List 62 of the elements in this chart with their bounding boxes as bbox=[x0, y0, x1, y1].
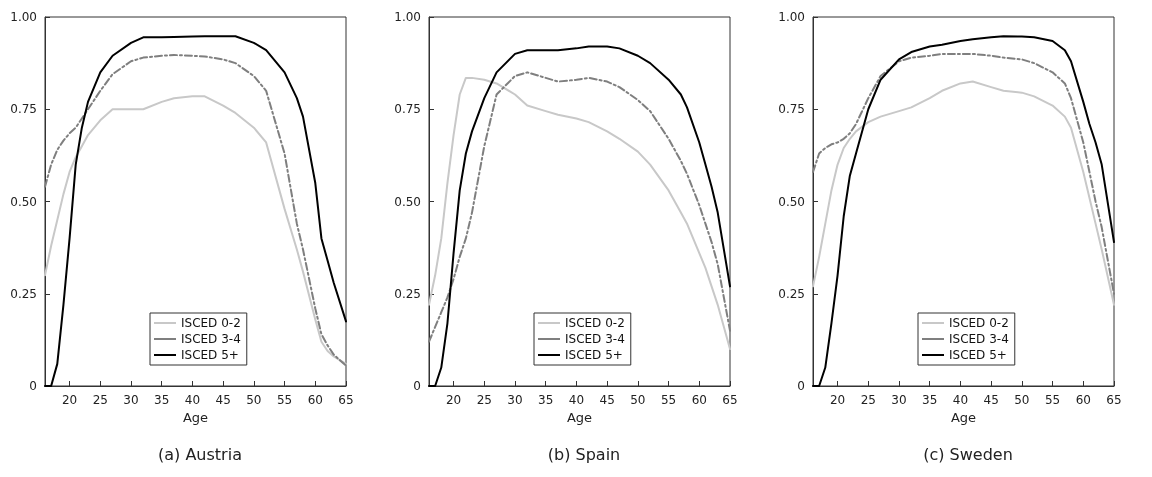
x-axis-title: Age bbox=[950, 409, 977, 425]
y-tick-label: 0 bbox=[797, 379, 805, 393]
y-tick-label: 1.00 bbox=[778, 10, 805, 24]
x-tick-label: 20 bbox=[445, 393, 462, 407]
legend-label: ISCED 0-2 bbox=[181, 316, 241, 330]
legend-label: ISCED 0-2 bbox=[949, 316, 1009, 330]
legend-label: ISCED 3-4 bbox=[949, 332, 1009, 346]
x-tick-label: 35 bbox=[538, 393, 554, 407]
text: (a) Austria bbox=[158, 444, 242, 464]
x-tick-label: 25 bbox=[476, 393, 492, 407]
x-tick-label: 60 bbox=[1075, 393, 1091, 407]
legend-label: ISCED 3-4 bbox=[565, 332, 625, 346]
x-tick-label: 55 bbox=[660, 393, 677, 407]
y-tick-label: 1.00 bbox=[10, 10, 37, 24]
legend-label: ISCED 5+ bbox=[181, 348, 239, 362]
y-tick-label: 1.00 bbox=[394, 10, 421, 24]
y-tick-label: 0.50 bbox=[10, 194, 37, 209]
x-tick-label: 30 bbox=[123, 393, 139, 407]
x-axis-title: Age bbox=[182, 409, 209, 425]
x-tick-label: 20 bbox=[829, 393, 846, 407]
y-tick-label: 0.75 bbox=[394, 102, 421, 117]
x-tick-label: 60 bbox=[307, 393, 323, 407]
x-tick-label: 65 bbox=[338, 393, 354, 407]
y-tick-label: 0.50 bbox=[394, 194, 421, 209]
text: (b) Spain bbox=[547, 444, 621, 464]
line-series bbox=[812, 80, 1115, 306]
y-tick-label: 0.25 bbox=[10, 286, 37, 301]
y-tick-label: 0 bbox=[413, 379, 421, 393]
legend-label: ISCED 5+ bbox=[949, 348, 1007, 362]
y-tick-label: 0.25 bbox=[394, 286, 421, 301]
x-tick-label: 45 bbox=[983, 393, 999, 407]
y-tick-label: 0.25 bbox=[778, 286, 805, 301]
text: (c) Sweden bbox=[923, 444, 1013, 464]
x-tick-label: 45 bbox=[599, 393, 615, 407]
x-tick-label: 50 bbox=[630, 393, 646, 407]
x-axis-title: Age bbox=[566, 409, 593, 425]
x-tick-label: 35 bbox=[154, 393, 170, 407]
y-tick-label: 0 bbox=[29, 379, 37, 393]
x-tick-label: 35 bbox=[922, 393, 938, 407]
x-tick-label: 30 bbox=[891, 393, 907, 407]
y-tick-label: 0.75 bbox=[10, 102, 37, 117]
x-tick-label: 20 bbox=[61, 393, 78, 407]
x-tick-label: 40 bbox=[952, 393, 969, 407]
x-tick-label: 40 bbox=[568, 393, 585, 407]
y-tick-label: 0.50 bbox=[778, 194, 805, 209]
x-tick-label: 50 bbox=[246, 393, 262, 407]
line-series bbox=[812, 52, 1115, 295]
x-tick-label: 45 bbox=[215, 393, 231, 407]
x-tick-label: 60 bbox=[691, 393, 707, 407]
x-tick-label: 55 bbox=[1044, 393, 1061, 407]
x-tick-label: 65 bbox=[1106, 393, 1122, 407]
x-tick-label: 25 bbox=[92, 393, 108, 407]
x-tick-label: 25 bbox=[860, 393, 876, 407]
x-tick-label: 30 bbox=[507, 393, 523, 407]
y-tick-label: 0.75 bbox=[778, 102, 805, 117]
x-tick-label: 40 bbox=[184, 393, 201, 407]
legend-label: ISCED 3-4 bbox=[181, 332, 241, 346]
legend-label: ISCED 0-2 bbox=[565, 316, 625, 330]
x-tick-label: 55 bbox=[276, 393, 293, 407]
x-tick-label: 65 bbox=[722, 393, 738, 407]
x-tick-label: 50 bbox=[1014, 393, 1030, 407]
legend-label: ISCED 5+ bbox=[565, 348, 623, 362]
